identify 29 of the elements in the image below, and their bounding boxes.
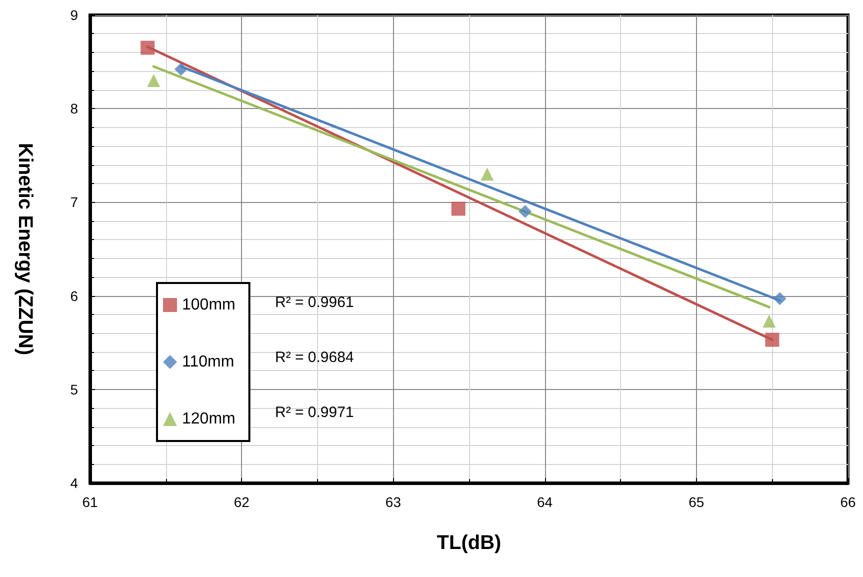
point: [765, 332, 780, 347]
x-tick-label: 61: [82, 494, 98, 510]
annotation: R² = 0.9961: [275, 294, 354, 311]
legend-label: 100mm: [182, 296, 236, 314]
y-tick-label: 6: [70, 288, 78, 304]
legend-label: 110mm: [182, 354, 234, 370]
y-axis-title: Kinetic Energy (ZZUN): [14, 142, 36, 356]
y-tick-label: 7: [70, 194, 78, 210]
x-tick-label: 64: [537, 494, 553, 510]
x-tick-label: 65: [688, 494, 704, 510]
point: [174, 62, 188, 76]
annotation: R² = 0.9684: [275, 349, 354, 366]
y-tick-label: 5: [70, 381, 78, 398]
y-tick-label: 4: [70, 475, 78, 491]
x-axis-title: TL(dB): [436, 532, 502, 554]
y-tick-label: 8: [70, 100, 78, 117]
point: [773, 292, 786, 306]
point: [451, 202, 466, 216]
point: [762, 314, 776, 328]
x-tick-label: 62: [234, 494, 250, 510]
legend-label: 120mm: [182, 410, 236, 428]
point: [518, 205, 532, 218]
x-tick-label: 66: [840, 494, 856, 510]
point: [147, 74, 160, 88]
annotation: R² = 0.9971: [275, 404, 354, 421]
point: [140, 40, 155, 55]
point: [480, 168, 494, 181]
x-tick-label: 63: [385, 494, 402, 510]
y-tick-label: 9: [70, 7, 78, 23]
